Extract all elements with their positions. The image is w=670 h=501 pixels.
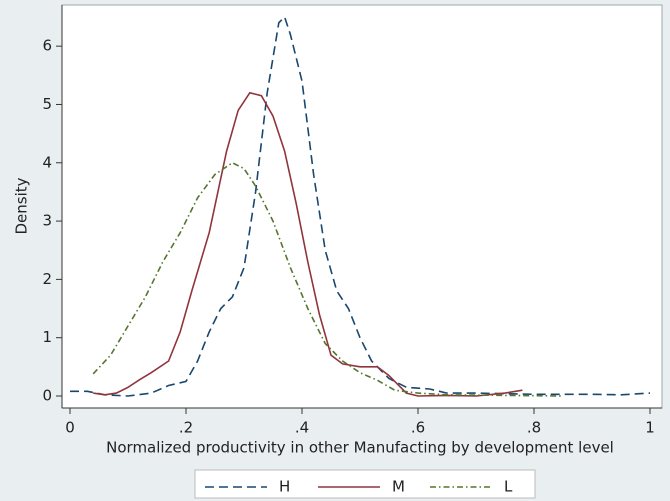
y-tick-label: 4 (42, 153, 52, 171)
x-tick-label: .8 (527, 419, 541, 437)
legend (194, 469, 536, 499)
y-axis-label: Density (13, 177, 31, 234)
y-tick-label: 6 (42, 37, 52, 55)
legend-label: L (504, 478, 513, 496)
y-tick-label: 0 (42, 387, 52, 405)
x-tick-label: 1 (645, 419, 655, 437)
x-tick-label: .2 (179, 419, 193, 437)
x-tick-label: 0 (65, 419, 75, 437)
x-axis-label: Normalized productivity in other Manufac… (106, 439, 614, 457)
y-tick-label: 5 (42, 95, 52, 113)
density-line (70, 15, 651, 397)
y-tick-label: 3 (42, 212, 52, 230)
x-tick-label: .4 (295, 419, 309, 437)
legend-label: M (392, 478, 405, 496)
y-tick-label: 1 (42, 328, 52, 346)
x-tick-label: .6 (411, 419, 425, 437)
plot-area (61, 4, 663, 409)
legend-label: H (279, 478, 290, 496)
y-tick-label: 2 (42, 270, 52, 288)
density-line (92, 161, 564, 397)
density-line (93, 91, 523, 397)
